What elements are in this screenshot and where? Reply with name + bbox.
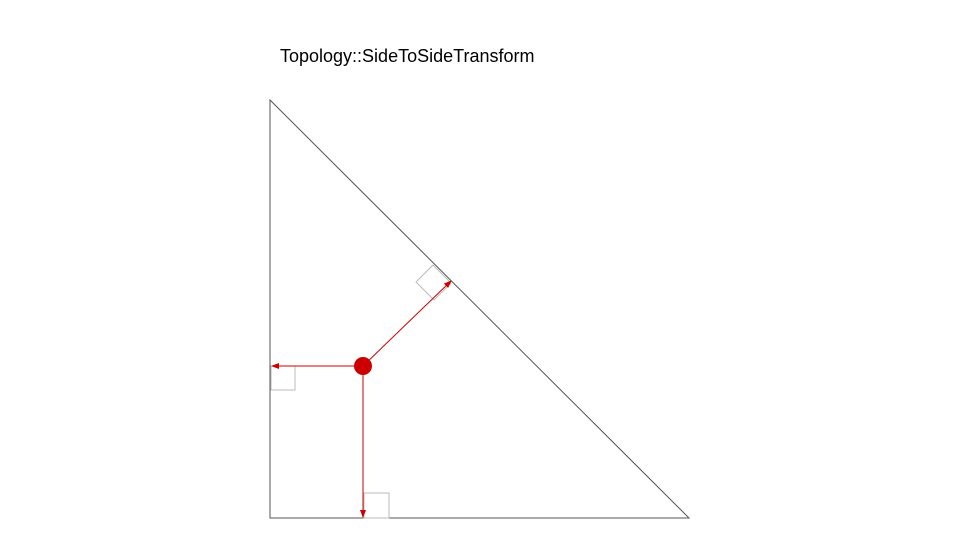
slide-title: Topology::SideToSideTransform: [280, 46, 535, 66]
triangle-outline: [269, 98, 691, 519]
right-angle-marker-hypotenuse: [415, 264, 452, 301]
arrow-to-hypotenuse: [362, 280, 452, 367]
right-angle-marker-bottom: [363, 492, 390, 519]
right-angle-marker-left: [270, 365, 296, 391]
interior-point: [354, 357, 372, 375]
